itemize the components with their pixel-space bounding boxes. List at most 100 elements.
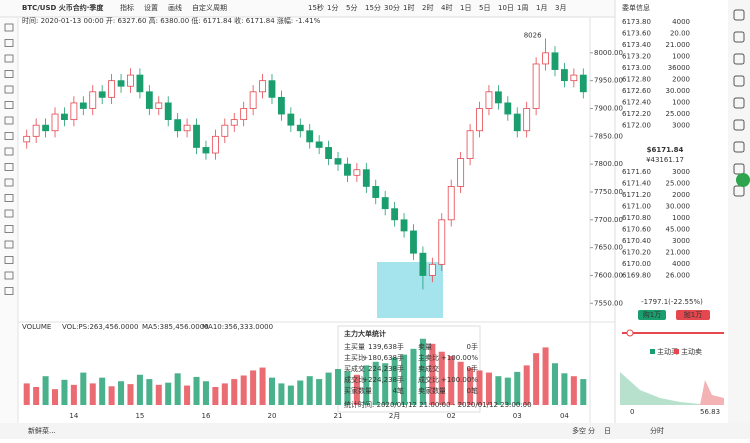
tool[interactable]: 设置 [144,3,158,12]
popup-cell: 成交比 [418,375,439,384]
tool-icon[interactable] [4,101,14,109]
volume-bar [99,377,106,405]
volume-bar [325,372,332,405]
interval[interactable]: 1分 [327,3,338,12]
footer-left[interactable]: 新鲜菜... [28,426,56,435]
footer-tab[interactable]: 分 [588,426,595,435]
ask-cell: 6173.20 [622,53,651,61]
popup-cell: +224,238手 [362,375,404,384]
tool-icon[interactable] [4,116,14,125]
interval[interactable]: 15分 [365,3,381,12]
change: -1797.1(-22.55%) [641,298,703,306]
interval[interactable]: 10日 [498,4,514,12]
footer-tab[interactable]: 分时 [650,426,664,435]
side-icon[interactable] [733,163,745,175]
tool-icon[interactable] [4,194,14,202]
sell-label[interactable]: 抛1万 [684,310,702,319]
volume-bar [202,381,209,405]
popup-cell: 主买量 [344,342,365,351]
side-icon[interactable] [733,53,745,65]
footer-bg [0,423,750,439]
interval[interactable]: 5分 [346,3,357,12]
side-icon[interactable] [733,9,745,21]
tool-icon[interactable] [4,70,14,78]
candle-body [296,124,304,132]
volume-bar [231,379,238,405]
slider-knob[interactable] [626,329,634,337]
bid-cell: 30.000 [666,203,691,211]
tool-icon[interactable] [4,271,14,280]
area [620,372,724,405]
interval[interactable]: 1周 [517,4,528,12]
y-tick-label: 7850.00 [594,132,623,140]
tool-icon[interactable] [4,39,14,47]
volume-bar [108,386,115,405]
interval[interactable]: 3月 [555,4,566,12]
volume-bar [268,377,276,405]
ohlc-info: 时间: 2020-01-13 00:00 开: 6327.60 高: 6380.… [22,16,321,25]
tool-icon[interactable] [4,256,14,264]
tool-icon[interactable] [4,132,14,140]
tool[interactable]: 指标 [120,3,134,12]
volume-bar [485,372,492,405]
legend-label: 主动买 [657,347,678,356]
tool-icon[interactable] [4,209,14,218]
interval[interactable]: 2时 [422,3,433,12]
candle-body [127,74,134,87]
tool-icon[interactable] [4,85,14,94]
tool[interactable]: 自定义周期 [192,3,227,12]
tool-icon[interactable] [4,23,14,32]
tool-icon[interactable] [4,178,14,187]
bid-cell: 6171.00 [622,203,651,211]
interval[interactable]: 1日 [460,4,471,12]
last-price-cny: ¥43161.17 [646,156,684,164]
sell-button[interactable] [676,310,710,320]
ask-cell: 6173.60 [622,30,651,38]
side-icon[interactable] [733,75,745,87]
volume-bar [165,382,172,405]
bid-cell: 21.000 [666,249,691,257]
side-icon[interactable] [733,185,745,197]
volume-bar [391,357,398,405]
bid-cell: 3000 [672,237,690,245]
symbol[interactable]: BTC/USD 火币合约·季度 [22,3,104,12]
bid-cell: 1000 [672,214,690,222]
popup-cell: +100.00% [441,354,478,362]
interval[interactable]: 1月 [536,4,547,12]
tool-icon[interactable] [4,225,14,233]
candle-body [174,119,182,132]
candle-body [51,113,59,132]
interval[interactable]: 5日 [479,4,490,12]
tool-icon[interactable] [4,240,14,249]
interval[interactable]: 30分 [384,3,400,12]
tool-icon[interactable] [4,163,14,171]
interval[interactable]: 1时 [403,3,414,12]
tool-icon[interactable] [4,147,14,156]
candle-body [381,197,389,210]
buy-label[interactable]: 购1万 [643,310,661,319]
tool-icon[interactable] [4,54,14,63]
side-icon[interactable] [733,141,745,153]
footer-tab[interactable]: 多空 [572,426,586,435]
candle-body [249,91,257,109]
tool-icon[interactable] [4,287,14,295]
tool[interactable]: 画线 [168,3,182,12]
candle-body [344,163,351,176]
side-icon[interactable] [733,31,745,43]
side-icon[interactable] [733,119,745,131]
interval[interactable]: 15秒 [308,3,324,12]
volume-bar [570,376,577,405]
candle-body [32,124,40,137]
buy-button[interactable] [638,310,666,320]
side-icon-active[interactable] [736,173,750,187]
ask-cell: 6172.80 [622,76,651,84]
candle-body [230,119,238,126]
footer-tab[interactable]: 日 [604,427,611,435]
side-icon[interactable] [733,97,745,109]
x-tick-label: 20 [268,412,277,420]
interval[interactable]: 4时 [441,3,452,12]
candle-body [259,80,266,93]
bid-cell: 6170.00 [622,260,651,268]
x-tick-label: 14 [69,412,78,420]
candle-body [400,219,408,232]
